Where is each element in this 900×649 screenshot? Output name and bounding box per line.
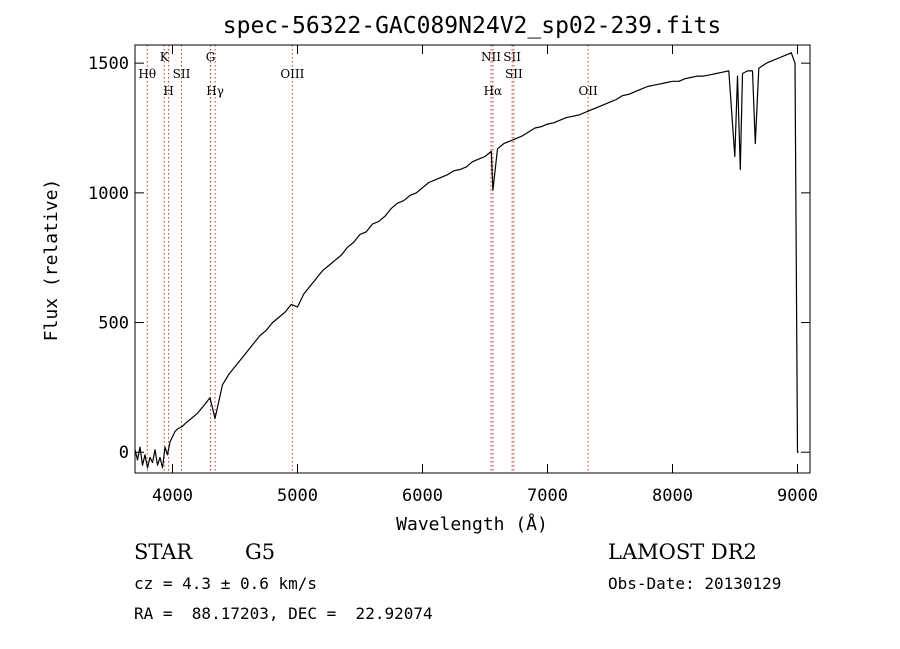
x-axis-ticks: 4000 5000 6000 7000 8000 9000	[152, 45, 818, 506]
x-tick-label: 5000	[277, 486, 318, 506]
line-marker-label: NII	[481, 50, 501, 64]
line-marker-label: SII	[503, 50, 521, 64]
line-marker-label: K	[160, 50, 170, 64]
line-marker-label: OII	[578, 84, 598, 98]
line-marker-label: Hα	[484, 84, 503, 98]
y-axis-label: Flux (relative)	[41, 179, 62, 342]
spectrum-line	[134, 52, 799, 469]
x-tick-label: 6000	[402, 486, 443, 506]
x-tick-label: 4000	[152, 486, 193, 506]
x-axis-label: Wavelength (Å)	[396, 513, 548, 535]
line-marker-label: SII	[505, 67, 523, 81]
sky-coordinates: RA = 88.17203, DEC = 22.92074	[134, 604, 433, 623]
line-marker-label: OIII	[280, 67, 304, 81]
y-axis-ticks: 0 500 1000 1500	[88, 54, 810, 463]
plot-frame	[134, 44, 811, 474]
x-tick-label: 8000	[652, 486, 693, 506]
y-tick-label: 500	[98, 314, 129, 334]
object-subclass: G5	[245, 540, 276, 564]
line-marker-label: Hγ	[206, 84, 224, 98]
line-marker-label: SII	[173, 67, 191, 81]
line-marker-label: G	[206, 50, 216, 64]
y-tick-label: 1000	[88, 184, 129, 204]
survey-name: LAMOST DR2	[608, 540, 757, 564]
line-marker-label: Hθ	[138, 67, 156, 81]
chart-title: spec-56322-GAC089N24V2_sp02-239.fits	[223, 13, 722, 39]
y-tick-label: 0	[119, 443, 129, 463]
x-tick-label: 9000	[777, 486, 818, 506]
redshift-velocity: cz = 4.3 ± 0.6 km/s	[134, 574, 318, 593]
observation-date: Obs-Date: 20130129	[608, 574, 782, 593]
y-tick-label: 1500	[88, 54, 129, 74]
line-marker-label: H	[163, 84, 173, 98]
x-tick-label: 7000	[527, 486, 568, 506]
object-class: STAR	[134, 540, 193, 564]
